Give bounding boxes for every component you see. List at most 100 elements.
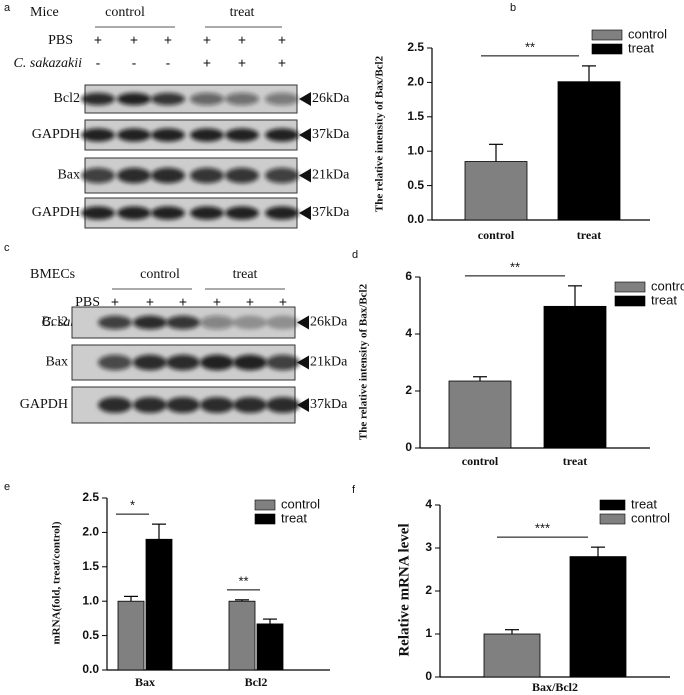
x-tick-label: Bcl2 bbox=[245, 675, 268, 689]
protein-label: Bax bbox=[45, 355, 68, 370]
bar bbox=[569, 556, 627, 678]
treatment-mark: + bbox=[164, 32, 172, 48]
group-name: control bbox=[140, 267, 180, 282]
blot-band bbox=[225, 92, 259, 106]
y-axis-label: The relative intensity of Bax/Bcl2 bbox=[358, 283, 370, 440]
y-tick-label: 2.5 bbox=[82, 490, 99, 504]
blot-band bbox=[133, 315, 167, 330]
y-tick-label: 2.0 bbox=[82, 525, 99, 539]
y-tick-label: 0.5 bbox=[82, 628, 99, 642]
blot-band bbox=[81, 128, 115, 142]
blot-band bbox=[166, 354, 200, 371]
blot-band bbox=[233, 315, 267, 330]
x-tick-label: treat bbox=[563, 454, 587, 468]
bar bbox=[557, 81, 621, 221]
size-label: 37kDa bbox=[312, 127, 350, 142]
blot-band bbox=[98, 315, 132, 330]
panel-letter: d bbox=[352, 249, 358, 261]
group-name: treat bbox=[230, 5, 255, 20]
blot-band bbox=[233, 397, 267, 413]
y-tick-label: 0 bbox=[405, 440, 412, 454]
blot-band bbox=[117, 128, 151, 142]
y-tick-label: 2.5 bbox=[407, 40, 424, 54]
size-label: 26kDa bbox=[312, 91, 350, 106]
panel-letter: a bbox=[4, 2, 11, 14]
arrow bbox=[299, 128, 311, 142]
size-label: 37kDa bbox=[310, 397, 348, 412]
x-tick-label: Bax bbox=[135, 675, 155, 689]
arrow bbox=[297, 355, 309, 370]
legend-swatch bbox=[254, 513, 276, 525]
size-label: 37kDa bbox=[312, 205, 350, 220]
y-tick-label: 1 bbox=[425, 626, 432, 640]
x-tick-label: treat bbox=[577, 228, 601, 242]
protein-label: Bcl2 bbox=[42, 315, 68, 330]
blot-band bbox=[200, 397, 234, 413]
blot-band bbox=[151, 128, 185, 142]
treatment-mark: + bbox=[278, 32, 286, 48]
group-label: Mice bbox=[30, 5, 59, 20]
treatment-mark: + bbox=[179, 294, 187, 310]
blot-band bbox=[151, 92, 185, 106]
protein-label: Bax bbox=[57, 168, 80, 183]
significance-label: ** bbox=[525, 39, 535, 54]
legend-label: treat bbox=[631, 496, 657, 511]
blot-band bbox=[266, 354, 300, 371]
treatment-mark: + bbox=[278, 55, 286, 71]
arrow bbox=[299, 92, 311, 106]
treatment-mark: + bbox=[238, 32, 246, 48]
significance-label: *** bbox=[535, 521, 550, 536]
bar bbox=[464, 161, 528, 221]
treatment-mark: + bbox=[279, 294, 287, 310]
treatment-label: PBS bbox=[48, 33, 73, 48]
bar bbox=[145, 538, 173, 671]
protein-label: GAPDH bbox=[32, 205, 80, 220]
y-tick-label: 2.0 bbox=[407, 75, 424, 89]
y-tick-label: 0.0 bbox=[407, 212, 424, 226]
treatment-mark: + bbox=[146, 294, 154, 310]
treatment-label: C. sakazakii bbox=[14, 56, 83, 71]
blot-band bbox=[166, 397, 200, 413]
treatment-mark: - bbox=[96, 55, 101, 71]
group-label: BMECs bbox=[30, 267, 75, 282]
protein-label: GAPDH bbox=[32, 127, 80, 142]
treatment-mark: + bbox=[213, 294, 221, 310]
treatment-mark: + bbox=[111, 294, 119, 310]
blot-band bbox=[266, 397, 300, 413]
treatment-mark: + bbox=[94, 32, 102, 48]
y-tick-label: 1.5 bbox=[407, 109, 424, 123]
blot-band bbox=[266, 315, 300, 330]
blot-band bbox=[133, 397, 167, 413]
blot-band bbox=[151, 167, 185, 184]
arrow bbox=[297, 398, 309, 412]
significance-label: ** bbox=[238, 573, 248, 588]
size-label: 21kDa bbox=[310, 355, 348, 370]
protein-label: GAPDH bbox=[20, 397, 68, 412]
blot-band bbox=[151, 206, 185, 220]
blot-band bbox=[190, 128, 224, 142]
blot-band bbox=[117, 167, 151, 184]
panel-letter: b bbox=[510, 2, 516, 14]
y-tick-label: 1.0 bbox=[82, 593, 99, 607]
treatment-mark: + bbox=[238, 55, 246, 71]
legend-label: control bbox=[651, 278, 684, 293]
significance-label: * bbox=[130, 498, 135, 513]
legend-swatch bbox=[591, 29, 623, 41]
treatment-label: PBS bbox=[75, 295, 100, 310]
blot-band bbox=[265, 128, 299, 142]
legend-swatch bbox=[591, 43, 623, 55]
y-axis-label: Relative mRNA level bbox=[396, 523, 412, 656]
blot-band bbox=[117, 206, 151, 220]
bar bbox=[256, 623, 284, 671]
treatment-mark: + bbox=[130, 32, 138, 48]
y-tick-label: 1.0 bbox=[407, 143, 424, 157]
panel-letter: c bbox=[4, 242, 10, 254]
legend-swatch bbox=[599, 513, 626, 525]
x-tick-label: control bbox=[478, 228, 515, 242]
treatment-mark: + bbox=[203, 32, 211, 48]
bar bbox=[228, 600, 256, 671]
group-name: treat bbox=[233, 267, 258, 282]
y-tick-label: 2 bbox=[405, 383, 412, 397]
treatment-mark: + bbox=[246, 294, 254, 310]
